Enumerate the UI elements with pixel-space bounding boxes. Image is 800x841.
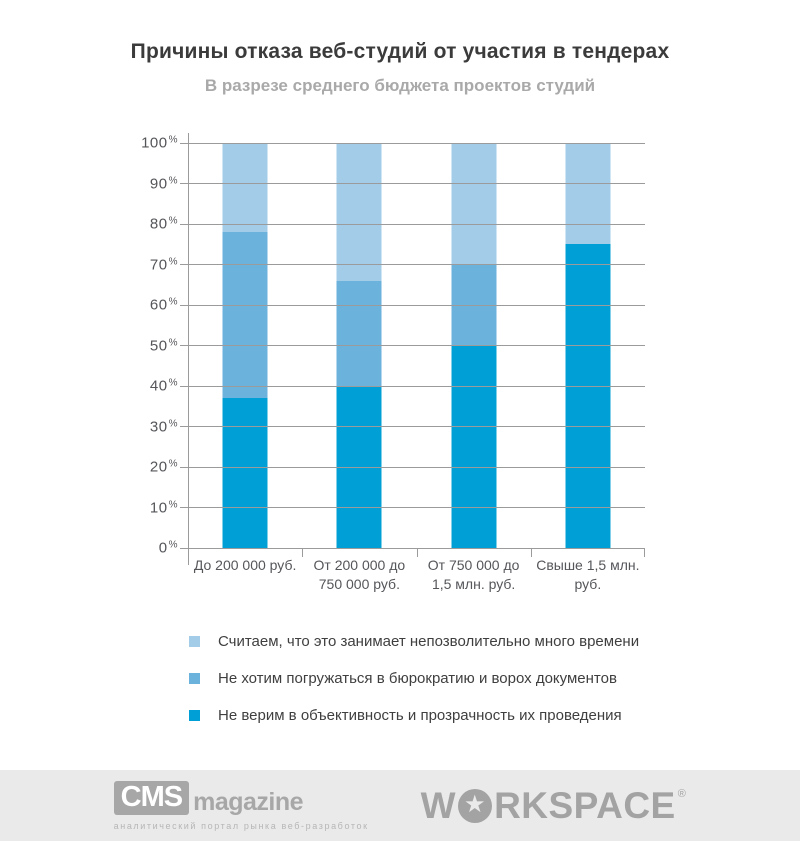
workspace-logo-prefix: W xyxy=(420,785,457,826)
gridline xyxy=(180,223,645,225)
x-axis-category-label: От 200 000 до 750 000 руб. xyxy=(313,557,406,592)
x-axis-tick xyxy=(530,548,532,557)
bar-segment xyxy=(336,280,382,386)
legend-swatch xyxy=(189,635,200,647)
cms-logo-word: magazine xyxy=(193,787,304,816)
cms-logo-tagline: аналитический портал рынка веб-разработо… xyxy=(113,820,369,831)
workspace-logo-suffix: RKSPACE xyxy=(494,785,676,826)
y-axis-line xyxy=(188,133,189,565)
bar-segment xyxy=(222,398,268,548)
cms-logo-row: CMS magazine xyxy=(113,780,369,816)
x-axis-category-label: От 750 000 до 1,5 млн. руб. xyxy=(427,557,520,592)
star-glyph: ★ xyxy=(464,790,487,818)
bar-segment xyxy=(336,143,382,281)
bar-segment xyxy=(222,232,268,399)
x-axis-tick xyxy=(188,548,189,557)
legend-item: Не верим в объективность и прозрачность … xyxy=(189,706,639,724)
cms-logo-box: CMS xyxy=(113,780,190,815)
gridline xyxy=(180,345,645,346)
legend-item: Считаем, что это занимает непозволительн… xyxy=(189,632,640,650)
gridline xyxy=(180,547,645,549)
plot-area xyxy=(180,133,645,565)
cms-magazine-logo: CMS magazine аналитический портал рынка … xyxy=(113,780,369,831)
page-subtitle: В разрезе среднего бюджета проектов студ… xyxy=(204,76,596,95)
y-tick-label: 30% xyxy=(149,418,178,435)
y-tick-label: 10% xyxy=(149,499,178,516)
gridline xyxy=(180,304,645,306)
x-axis-category-label: До 200 000 руб. xyxy=(193,557,297,573)
gridline xyxy=(180,385,645,387)
registered-mark: ® xyxy=(677,788,687,800)
workspace-logo: W ★ RKSPACE ® xyxy=(421,787,687,824)
legend-label: Не верим в объективность и прозрачность … xyxy=(218,706,622,724)
bar-segment xyxy=(451,143,497,265)
y-tick-label: 0% xyxy=(158,539,178,557)
y-tick-label: 80% xyxy=(149,215,178,233)
gridline xyxy=(180,183,645,184)
legend: Считаем, что это занимает непозволительн… xyxy=(189,633,639,744)
y-tick-label: 70% xyxy=(149,256,178,273)
y-tick-label: 60% xyxy=(149,296,178,314)
bar-segment xyxy=(565,143,611,245)
category-slot xyxy=(530,143,645,557)
gridline xyxy=(180,426,645,427)
bar-segment xyxy=(451,345,497,548)
gridline xyxy=(180,507,645,508)
workspace-star-icon: ★ xyxy=(458,788,493,823)
bar-segment xyxy=(565,244,611,548)
stacked-bar xyxy=(565,143,611,548)
legend-label: Не хотим погружаться в бюрократию и воро… xyxy=(218,669,617,687)
gridline xyxy=(180,466,645,468)
category-slot xyxy=(188,143,302,557)
y-axis-labels: 0% 10% 20% 30% 40% 50% 60% 70% 80% 90% 100% xyxy=(120,135,178,557)
legend-swatch xyxy=(189,672,200,684)
legend-item: Не хотим погружаться в бюрократию и воро… xyxy=(189,669,639,687)
y-tick-label: 20% xyxy=(149,458,178,476)
x-axis-tick xyxy=(644,548,645,557)
stacked-bar xyxy=(222,143,268,548)
y-tick-label: 90% xyxy=(149,175,178,192)
footer: CMS magazine аналитический портал рынка … xyxy=(0,770,800,841)
x-axis-tick xyxy=(416,548,418,557)
x-axis-labels: До 200 000 руб. От 200 000 до 750 000 руб… xyxy=(188,556,645,594)
x-axis-tick xyxy=(302,548,304,557)
gridline xyxy=(180,142,645,144)
bar-segment xyxy=(222,143,268,233)
page-title: Причины отказа веб-студий от участия в т… xyxy=(130,40,670,63)
legend-swatch xyxy=(189,709,200,721)
gridline xyxy=(180,264,645,265)
x-axis-category-label: Свыше 1,5 млн. руб. xyxy=(536,557,640,592)
legend-label: Считаем, что это занимает непозволительн… xyxy=(218,632,640,650)
y-tick-label: 100% xyxy=(141,134,178,152)
y-tick-label: 40% xyxy=(149,377,178,395)
y-tick-label: 50% xyxy=(149,337,178,354)
